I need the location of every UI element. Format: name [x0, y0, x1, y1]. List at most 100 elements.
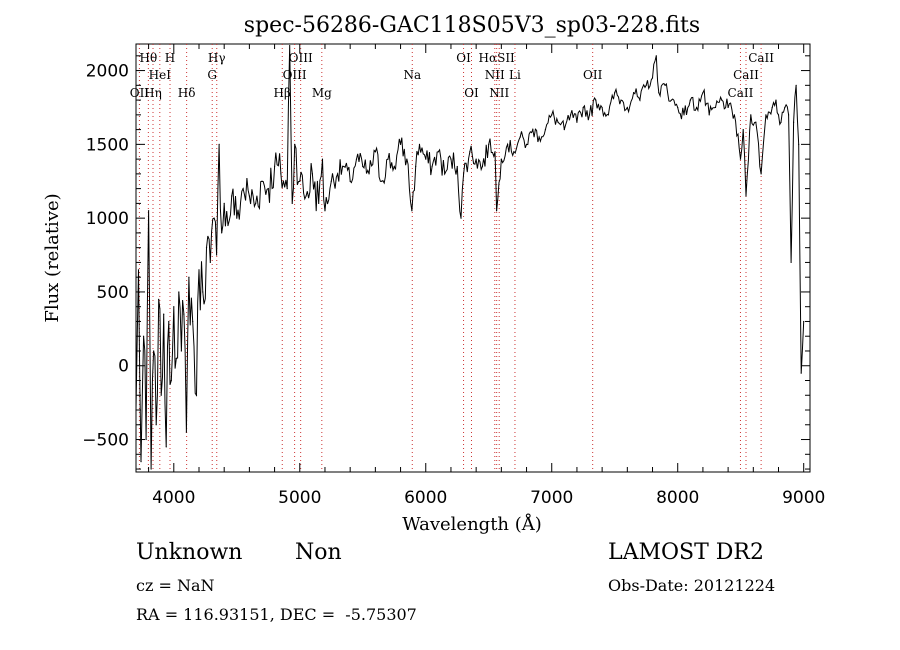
- spectrum-point-110: [664, 84, 666, 86]
- line-label-17: NII: [489, 86, 509, 100]
- spectrum-point-95: [576, 121, 578, 123]
- spectrum-point-26: [205, 247, 208, 249]
- spectrum-point-34: [231, 195, 233, 197]
- spectrum-point-93: [563, 129, 565, 131]
- spectrum-point-133: [784, 106, 786, 109]
- spectrum-point-5: [147, 210, 150, 212]
- spectrum-point-132: [780, 121, 782, 123]
- spectrum-point-97: [588, 114, 591, 116]
- spectrum-point-115: [696, 106, 698, 109]
- ra-dec-coordinates: RA = 116.93151, DEC = -5.75307: [136, 605, 417, 624]
- line-label-10: Hβ: [274, 86, 291, 100]
- spectrum-point-6: [150, 468, 152, 470]
- y-tick-label-2: 500: [97, 283, 129, 303]
- spectrum-point-126: [755, 121, 757, 123]
- spectrum-point-27: [209, 261, 211, 264]
- line-label-4: Hη: [144, 86, 162, 100]
- line-label-21: CaII: [733, 68, 759, 82]
- spectrum-point-3: [142, 335, 145, 337]
- spectrum-point-118: [714, 106, 717, 109]
- spectrum-point-59: [368, 173, 370, 175]
- line-label-2: HeI: [149, 68, 172, 82]
- spectrum-point-137: [795, 84, 797, 86]
- spectrum-point-113: [683, 114, 685, 116]
- line-label-16: NII: [485, 68, 505, 82]
- y-tick-label-0: −500: [82, 431, 129, 451]
- x-tick-label-1: 5000: [278, 488, 321, 508]
- spectrum-point-108: [655, 55, 657, 57]
- spectrum-point-9: [158, 298, 160, 300]
- spectrum-point-18: [180, 350, 182, 352]
- spectrum-point-76: [462, 173, 465, 175]
- spectrum-point-86: [519, 136, 521, 138]
- spectrum-point-20: [185, 431, 187, 433]
- spectrum-point-51: [321, 158, 324, 160]
- spectrum-point-29: [216, 254, 218, 256]
- line-label-15: HαSII: [479, 51, 516, 65]
- spectrum-point-2: [140, 461, 142, 463]
- spectrum-point-99: [601, 106, 603, 109]
- spectrum-point-19: [183, 313, 185, 315]
- spectrum-point-46: [294, 143, 296, 145]
- x-tick-label-4: 8000: [656, 488, 699, 508]
- spectrum-point-114: [689, 99, 691, 101]
- spectrum-point-50: [318, 202, 320, 204]
- spectrum-point-62: [387, 158, 389, 160]
- x-tick-label-3: 7000: [530, 488, 573, 508]
- spectrum-point-100: [607, 114, 610, 116]
- axis-ticks: 4000 5000 6000 7000 8000 9000 −500 0 500 1000 1500…: [82, 44, 825, 508]
- spectrum-point-140: [803, 320, 805, 323]
- y-tick-label-5: 2000: [86, 62, 129, 82]
- spectrum-point-66: [411, 210, 413, 212]
- spectrum-point-77: [469, 151, 471, 153]
- spectrum-point-39: [261, 180, 263, 182]
- spectrum-point-57: [355, 158, 358, 160]
- spectrum-point-75: [460, 217, 462, 219]
- spectrum-point-83: [500, 158, 502, 160]
- spectrum-point-101: [614, 92, 616, 94]
- spectrum-point-82: [495, 210, 498, 212]
- line-label-0: Hθ: [139, 51, 157, 65]
- spectrum-point-61: [381, 180, 383, 182]
- spectrum-point-60: [374, 151, 376, 153]
- y-tick-label-3: 1000: [86, 209, 129, 229]
- spectrum-point-117: [708, 114, 710, 116]
- spectrum-point-65: [406, 158, 408, 160]
- spectrum-point-103: [626, 106, 628, 109]
- spectrum-point-25: [202, 291, 204, 293]
- spectrum-point-37: [248, 195, 250, 197]
- line-label-20: CaII: [748, 51, 774, 65]
- spectrum-point-22: [192, 320, 194, 323]
- spectrum-point-104: [633, 92, 635, 94]
- spectrum-point-81: [494, 151, 496, 153]
- spectrum-point-123: [742, 129, 744, 131]
- spectrum-point-14: [170, 379, 172, 382]
- x-tick-label-5: 9000: [782, 488, 825, 508]
- spectrum-point-48: [305, 195, 307, 197]
- spectrum-point-0: [135, 409, 137, 411]
- line-label-9: OIII: [283, 68, 307, 82]
- spectrum-point-55: [343, 165, 345, 168]
- line-label-19: OII: [583, 68, 603, 82]
- line-label-7: G: [207, 68, 217, 82]
- line-label-11: Mg: [312, 86, 332, 100]
- spectrum-point-31: [221, 232, 223, 234]
- redshift-cz: cz = NaN: [136, 576, 215, 595]
- line-label-3: OII: [130, 86, 150, 100]
- spectrum-point-38: [255, 202, 257, 204]
- spectrum-point-16: [175, 357, 177, 359]
- spectrum-point-35: [236, 217, 238, 219]
- spectrum-point-42: [280, 173, 282, 175]
- spectrum-point-73: [450, 158, 452, 160]
- spectrum-point-128: [765, 114, 767, 116]
- spectrum-point-80: [488, 143, 490, 145]
- spectrum-point-13: [168, 320, 170, 323]
- spectrum-point-109: [658, 92, 660, 94]
- spectrum-point-96: [582, 106, 584, 109]
- spectrum-point-30: [218, 143, 220, 145]
- spectrum-point-52: [324, 210, 326, 212]
- spectrum-point-43: [286, 188, 288, 190]
- y-tick-label-4: 1500: [86, 135, 129, 155]
- spectrum-point-58: [362, 165, 364, 168]
- spectrum-point-28: [213, 217, 215, 219]
